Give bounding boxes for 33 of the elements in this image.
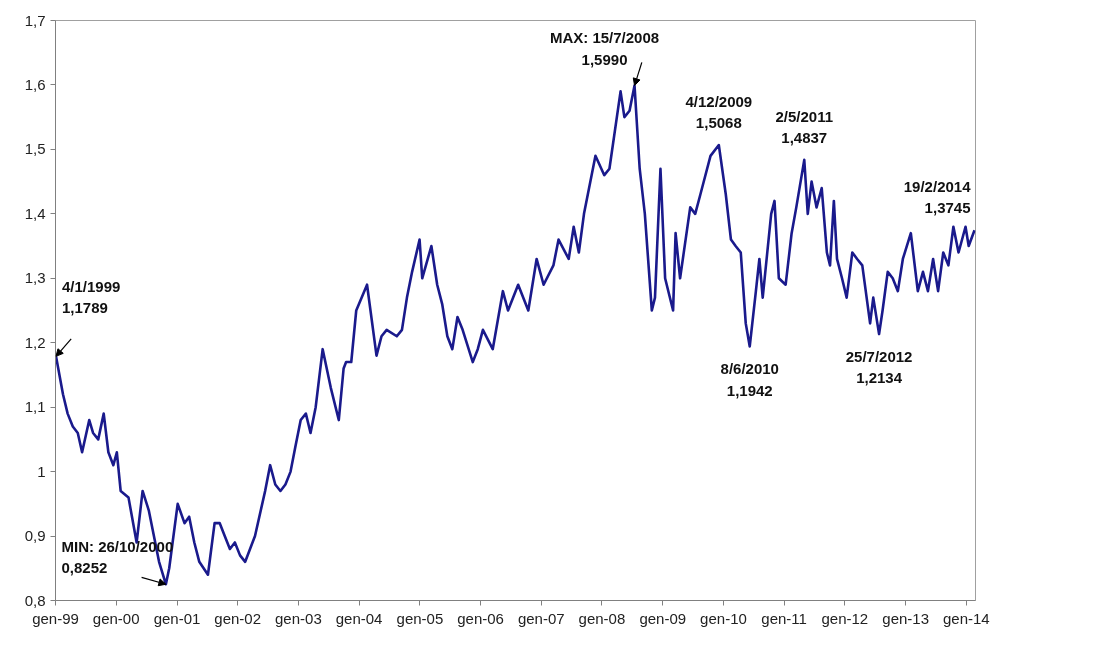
y-tick-label: 1,7 bbox=[24, 11, 46, 29]
x-tick-label: gen-10 bbox=[700, 609, 747, 627]
annotation: 2/5/2011 1,4837 bbox=[775, 107, 834, 146]
y-tick-label: 0,9 bbox=[24, 527, 46, 545]
x-tick-label: gen-00 bbox=[92, 609, 140, 627]
x-tick-label: gen-06 bbox=[457, 609, 504, 627]
annotation: 19/2/2014 1,3745 bbox=[903, 178, 972, 217]
x-tick-label: gen-99 bbox=[32, 609, 79, 627]
annotation: 4/12/2009 1,5068 bbox=[685, 92, 753, 132]
x-tick-label: gen-07 bbox=[517, 609, 565, 627]
x-tick-label: gen-02 bbox=[214, 609, 262, 627]
x-tick-label: gen-03 bbox=[275, 609, 322, 627]
y-tick-label: 1,3 bbox=[24, 269, 46, 287]
x-tick-label: gen-08 bbox=[578, 609, 626, 627]
x-tick-label: gen-04 bbox=[335, 609, 383, 627]
y-tick-label: 1 bbox=[37, 462, 46, 480]
x-tick-label: gen-01 bbox=[153, 609, 201, 627]
annotation: 4/1/1999 1,1789 bbox=[62, 278, 121, 317]
y-tick-label: 1,6 bbox=[24, 75, 46, 93]
y-tick-label: 1,5 bbox=[24, 140, 46, 158]
x-tick-label: gen-13 bbox=[882, 609, 930, 627]
annotation: MAX: 15/7/2008 1,5990 bbox=[549, 29, 660, 68]
x-tick-label: gen-05 bbox=[396, 609, 444, 627]
y-tick-label: 1,4 bbox=[24, 204, 46, 222]
x-tick-label: gen-09 bbox=[639, 609, 687, 627]
x-tick-label: gen-11 bbox=[761, 609, 807, 627]
x-tick-label: gen-14 bbox=[943, 609, 990, 627]
x-tick-label: gen-12 bbox=[821, 609, 869, 627]
annotation: 25/7/2012 1,2134 bbox=[845, 348, 913, 387]
y-tick-label: 0,8 bbox=[24, 591, 46, 609]
y-tick-label: 1,1 bbox=[24, 398, 46, 416]
y-tick-label: 1,2 bbox=[24, 333, 46, 351]
annotation: 8/6/2010 1,1942 bbox=[720, 360, 779, 399]
